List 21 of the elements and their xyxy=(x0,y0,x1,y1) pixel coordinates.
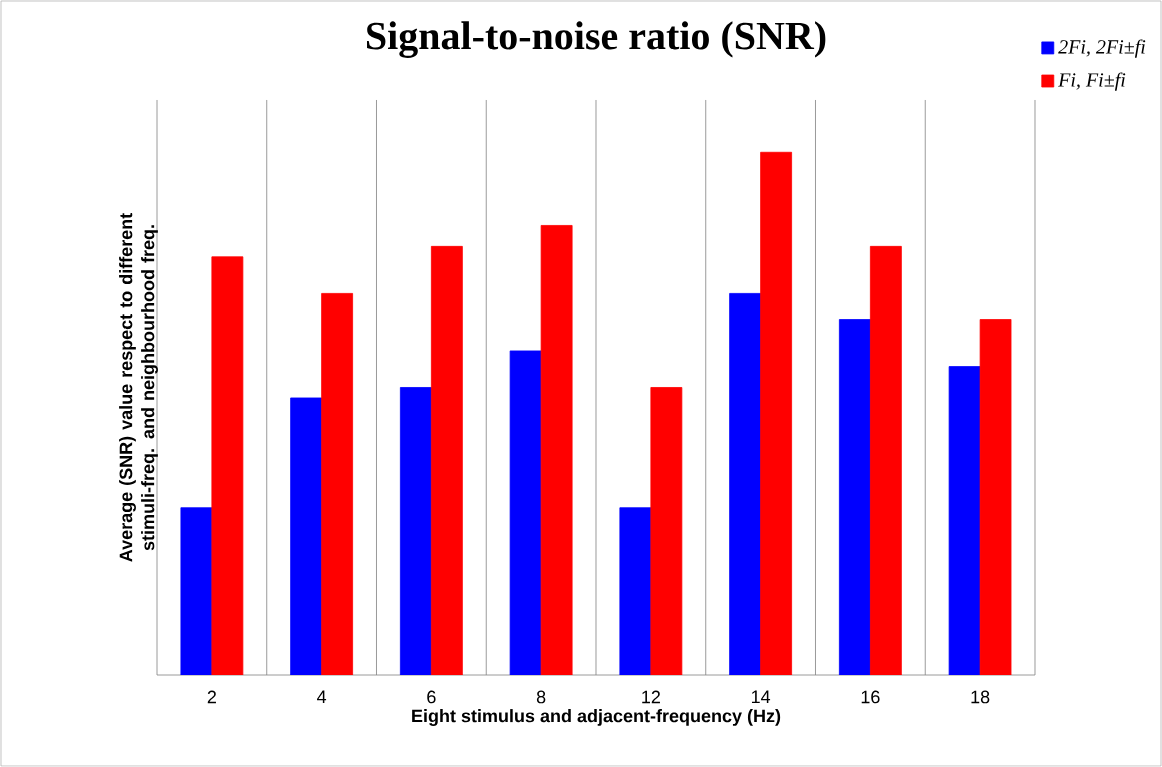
bar xyxy=(760,151,793,675)
bar xyxy=(979,319,1012,675)
bar xyxy=(321,293,354,675)
legend-label: 2Fi, 2Fi±fi xyxy=(1058,39,1146,58)
y-axis-title: Average (SNR) value respect to different stimuli-freq. and neighbourhood freq. xyxy=(119,213,158,562)
x-axis-title: Eight stimulus and adjacent-frequency (Hz) xyxy=(412,709,781,726)
bar xyxy=(430,245,463,675)
chart-title: Signal-to-noise ratio (SNR) xyxy=(367,21,826,58)
x-tick-label: 14 xyxy=(751,690,771,703)
x-tick-label: 12 xyxy=(642,690,660,704)
bar xyxy=(211,256,244,675)
x-tick-label: 6 xyxy=(427,690,436,704)
x-tick-label: 8 xyxy=(536,690,546,704)
x-tick-label: 16 xyxy=(861,690,880,704)
x-tick-label: 2 xyxy=(207,690,216,704)
legend-label: Fi, Fi±fi xyxy=(1058,72,1126,91)
bar xyxy=(869,245,902,675)
bar xyxy=(540,225,573,675)
x-tick-label: 4 xyxy=(317,690,327,703)
x-tick-label: 18 xyxy=(971,690,990,704)
bar xyxy=(650,387,683,675)
